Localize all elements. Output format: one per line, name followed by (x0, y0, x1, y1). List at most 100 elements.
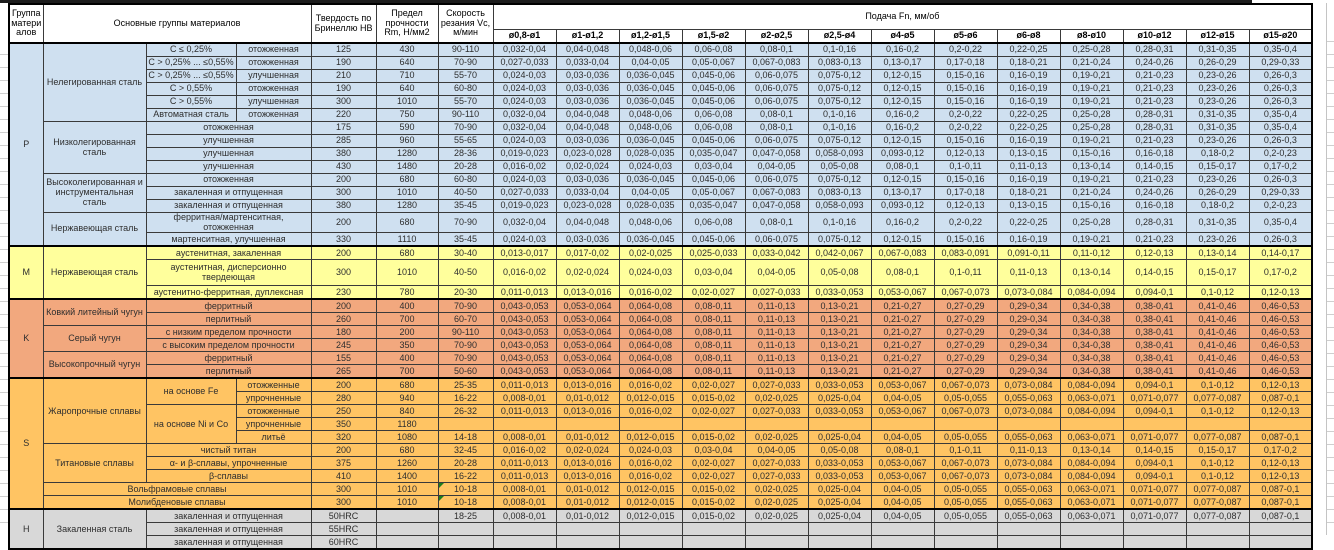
feed-value-cell[interactable]: 0,06-0,075 (744, 95, 809, 109)
feed-value-cell[interactable]: 0,22-0,25 (996, 42, 1061, 57)
feed-value-cell[interactable]: 0,35-0,4 (1248, 108, 1313, 122)
feed-value-cell[interactable]: 0,02-0,027 (681, 285, 746, 300)
material-label-cell[interactable]: Высоколегированная и инструментальная ст… (42, 173, 147, 213)
hardness-cell[interactable]: 245 (310, 338, 377, 353)
material-label-cell[interactable]: на основе Fe (145, 377, 237, 406)
feed-value-cell[interactable]: 0,087-0,1 (1248, 482, 1313, 497)
feed-value-cell[interactable]: 0,055-0,063 (996, 430, 1061, 445)
feed-value-cell[interactable]: 0,063-0,071 (1059, 508, 1124, 524)
feed-value-cell[interactable]: 0,067-0,083 (870, 245, 935, 261)
material-label-cell[interactable]: аустенитная, закаленная (145, 245, 312, 261)
material-label-cell[interactable]: отожженная (235, 108, 312, 122)
feed-value-cell[interactable]: 0,055-0,063 (996, 508, 1061, 524)
cutting-speed-cell[interactable]: 35-45 (437, 199, 494, 213)
cutting-speed-cell[interactable]: 20-28 (437, 456, 494, 471)
feed-value-cell[interactable]: 0,032-0,04 (492, 121, 557, 135)
feed-value-cell[interactable]: 0,083-0,091 (933, 245, 998, 261)
feed-value-cell[interactable]: 0,1-0,16 (807, 121, 872, 135)
tensile-strength-cell[interactable]: 1010 (375, 186, 439, 200)
feed-value-cell[interactable]: 0,29-0,34 (996, 325, 1061, 340)
feed-value-cell[interactable]: 0,05-0,055 (933, 482, 998, 497)
feed-value-cell[interactable]: 0,094-0,1 (1122, 469, 1187, 484)
feed-value-cell[interactable]: 0,012-0,015 (618, 391, 683, 406)
feed-value-cell[interactable]: 0,08-0,11 (681, 325, 746, 340)
feed-value-cell[interactable] (996, 417, 1061, 432)
hardness-cell[interactable]: 200 (310, 245, 377, 261)
feed-value-cell[interactable]: 0,26-0,3 (1248, 95, 1313, 109)
feed-value-cell[interactable]: 0,027-0,033 (744, 285, 809, 300)
feed-value-cell[interactable]: 0,024-0,03 (618, 160, 683, 174)
feed-value-cell[interactable]: 0,22-0,25 (996, 121, 1061, 135)
feed-value-cell[interactable]: 0,22-0,25 (996, 211, 1061, 234)
feed-value-cell[interactable]: 0,048-0,06 (618, 42, 683, 57)
col-header-diameter-range[interactable]: ø1-ø1,2 (555, 29, 620, 44)
feed-value-cell[interactable]: 0,045-0,06 (681, 82, 746, 96)
hardness-cell[interactable]: 180 (310, 325, 377, 340)
feed-value-cell[interactable]: 0,094-0,1 (1122, 456, 1187, 471)
feed-value-cell[interactable]: 0,35-0,4 (1248, 42, 1313, 57)
feed-value-cell[interactable]: 0,1-0,11 (933, 259, 998, 287)
material-label-cell[interactable]: Ковкий литейный чугун (42, 298, 147, 327)
feed-value-cell[interactable]: 0,043-0,053 (492, 338, 557, 353)
feed-value-cell[interactable]: 0,41-0,46 (1185, 325, 1250, 340)
hardness-cell[interactable]: 375 (310, 456, 377, 471)
feed-value-cell[interactable]: 0,016-0,02 (618, 404, 683, 419)
feed-value-cell[interactable]: 0,13-0,14 (1059, 160, 1124, 174)
feed-value-cell[interactable]: 0,26-0,29 (1185, 56, 1250, 70)
feed-value-cell[interactable]: 0,015-0,02 (681, 430, 746, 445)
feed-value-cell[interactable]: 0,067-0,083 (744, 186, 809, 200)
feed-value-cell[interactable]: 0,033-0,04 (555, 56, 620, 70)
material-label-cell[interactable]: Титановые сплавы (42, 443, 147, 484)
feed-value-cell[interactable]: 0,077-0,087 (1185, 430, 1250, 445)
feed-value-cell[interactable]: 0,06-0,08 (681, 121, 746, 135)
tensile-strength-cell[interactable]: 1180 (375, 417, 439, 432)
feed-value-cell[interactable]: 0,045-0,06 (681, 134, 746, 148)
feed-value-cell[interactable]: 0,013-0,016 (555, 469, 620, 484)
feed-value-cell[interactable]: 0,083-0,13 (807, 56, 872, 70)
feed-value-cell[interactable]: 0,25-0,28 (1059, 211, 1124, 234)
feed-value-cell[interactable]: 0,12-0,13 (1248, 285, 1313, 300)
material-label-cell[interactable]: Закаленная сталь (42, 508, 147, 550)
feed-value-cell[interactable]: 0,15-0,16 (933, 134, 998, 148)
feed-value-cell[interactable]: 0,073-0,084 (996, 285, 1061, 300)
tensile-strength-cell[interactable]: 1400 (375, 469, 439, 484)
feed-value-cell[interactable]: 0,14-0,15 (1122, 259, 1187, 287)
feed-value-cell[interactable]: 0,05-0,08 (807, 160, 872, 174)
feed-value-cell[interactable]: 0,032-0,04 (492, 211, 557, 234)
material-label-cell[interactable]: упрочненные (235, 391, 312, 406)
material-label-cell[interactable]: улучшенная (235, 95, 312, 109)
feed-value-cell[interactable]: 0,013-0,016 (555, 377, 620, 393)
feed-value-cell[interactable]: 0,19-0,21 (1059, 82, 1124, 96)
feed-value-cell[interactable]: 0,04-0,05 (618, 56, 683, 70)
feed-value-cell[interactable]: 0,27-0,29 (933, 351, 998, 366)
feed-value-cell[interactable]: 0,1-0,12 (1185, 285, 1250, 300)
col-header-cutting-speed[interactable]: Скорость резания Vc, м/мин (437, 3, 494, 44)
feed-value-cell[interactable]: 0,08-0,1 (744, 108, 809, 122)
feed-value-cell[interactable]: 0,27-0,29 (933, 298, 998, 314)
feed-value-cell[interactable]: 0,08-0,11 (681, 364, 746, 379)
hardness-cell[interactable]: 250 (310, 404, 377, 419)
hardness-cell[interactable]: 330 (310, 232, 377, 247)
feed-value-cell[interactable]: 0,032-0,04 (492, 42, 557, 57)
feed-value-cell[interactable]: 0,13-0,14 (1185, 245, 1250, 261)
tensile-strength-cell[interactable]: 700 (375, 364, 439, 379)
feed-value-cell[interactable]: 0,12-0,13 (1122, 245, 1187, 261)
col-header-diameter-range[interactable]: ø12-ø15 (1185, 29, 1250, 44)
feed-value-cell[interactable]: 0,16-0,2 (870, 42, 935, 57)
feed-value-cell[interactable]: 0,05-0,055 (933, 391, 998, 406)
material-label-cell[interactable]: Молибденовые сплавы (42, 495, 312, 510)
cutting-speed-cell[interactable] (437, 535, 494, 550)
cutting-speed-cell[interactable]: 60-80 (437, 173, 494, 187)
cutting-speed-cell[interactable]: 28-36 (437, 147, 494, 161)
feed-value-cell[interactable]: 0,008-0,01 (492, 508, 557, 524)
feed-value-cell[interactable]: 0,053-0,067 (870, 469, 935, 484)
cutting-speed-cell[interactable]: 70-90 (437, 56, 494, 70)
feed-value-cell[interactable]: 0,093-0,12 (870, 199, 935, 213)
feed-value-cell[interactable]: 0,18-0,21 (996, 56, 1061, 70)
material-label-cell[interactable]: C > 0,25% ... ≤0,55% (145, 56, 237, 70)
feed-value-cell[interactable]: 0,045-0,06 (681, 95, 746, 109)
tensile-strength-cell[interactable]: 1280 (375, 147, 439, 161)
feed-value-cell[interactable]: 0,071-0,077 (1122, 430, 1187, 445)
feed-value-cell[interactable]: 0,075-0,12 (807, 232, 872, 247)
feed-value-cell[interactable]: 0,16-0,2 (870, 121, 935, 135)
